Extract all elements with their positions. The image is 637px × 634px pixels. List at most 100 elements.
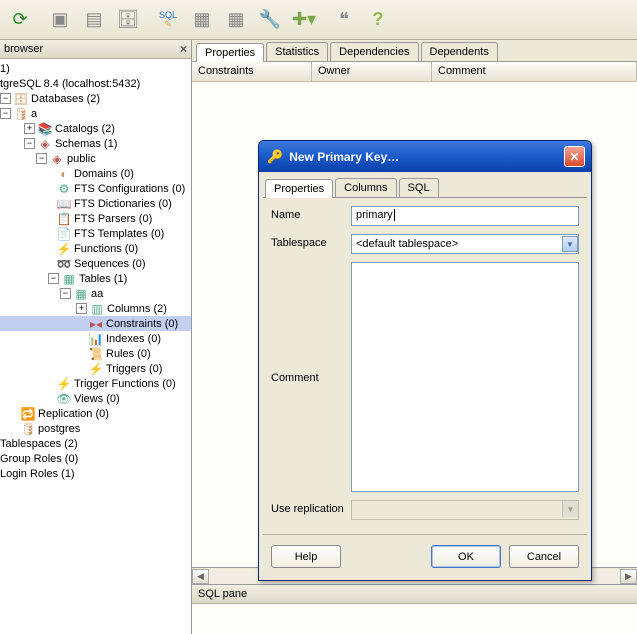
plugin-icon[interactable]: ✚▾ [288, 4, 320, 36]
group-roles-node[interactable]: Group Roles (0) [0, 453, 78, 465]
sequences-node[interactable]: Sequences (0) [74, 258, 146, 270]
tool-icon[interactable]: ▤ [78, 4, 110, 36]
table-aa-node[interactable]: aa [91, 288, 103, 300]
login-roles-node[interactable]: Login Roles (1) [0, 468, 75, 480]
db-a-node[interactable]: a [31, 108, 37, 120]
close-icon[interactable]: ✕ [564, 146, 585, 167]
help-icon[interactable]: ? [362, 4, 394, 36]
dialog-titlebar[interactable]: 🔑 New Primary Key… ✕ [259, 141, 591, 172]
col-comment[interactable]: Comment [432, 62, 637, 81]
catalogs-node[interactable]: Catalogs (2) [55, 123, 115, 135]
postgres-node[interactable]: postgres [38, 423, 80, 435]
schema-icon: ◈ [37, 136, 53, 152]
tab-dependencies[interactable]: Dependencies [330, 42, 418, 61]
tables-node[interactable]: Tables (1) [79, 273, 127, 285]
trigger-fn-node[interactable]: Trigger Functions (0) [74, 378, 176, 390]
rules-icon: 📜 [88, 346, 104, 362]
new-primary-key-dialog: 🔑 New Primary Key… ✕ Properties Columns … [258, 140, 592, 581]
expand-icon[interactable]: − [24, 138, 35, 149]
tree-cut: 1) [0, 63, 10, 75]
chevron-down-icon[interactable]: ▼ [562, 236, 578, 252]
scroll-left-icon[interactable]: ◀ [192, 569, 209, 584]
browser-header: browser × [0, 40, 191, 59]
tool-icon[interactable]: 🗄 [112, 4, 144, 36]
name-input[interactable]: primary [351, 206, 579, 226]
tablespace-value: <default tablespace> [356, 238, 458, 250]
grid2-icon[interactable]: ▦ [220, 4, 252, 36]
databases-node[interactable]: Databases (2) [31, 93, 100, 105]
domains-node[interactable]: Domains (0) [74, 168, 134, 180]
expand-icon[interactable]: − [60, 288, 71, 299]
db-icon: 🗄 [13, 91, 29, 107]
use-replication-select: ▼ [351, 500, 579, 520]
fts-templates-node[interactable]: FTS Templates (0) [74, 228, 164, 240]
dlg-tab-sql[interactable]: SQL [399, 178, 439, 197]
expand-icon[interactable]: − [36, 153, 47, 164]
grid-icon[interactable]: ▦ [186, 4, 218, 36]
public-node[interactable]: public [67, 153, 96, 165]
scroll-right-icon[interactable]: ▶ [620, 569, 637, 584]
dlg-tab-properties[interactable]: Properties [265, 179, 333, 198]
chevron-down-icon: ▼ [562, 501, 578, 517]
key-icon: 🔑 [267, 149, 283, 165]
triggers-icon: ⚡ [88, 361, 104, 377]
fts-icon: 📖 [56, 196, 72, 212]
views-node[interactable]: Views (0) [74, 393, 120, 405]
tablespace-select[interactable]: <default tablespace> ▼ [351, 234, 579, 254]
expand-icon[interactable]: − [0, 108, 11, 119]
expand-icon[interactable]: − [0, 93, 11, 104]
schema-icon: ◈ [49, 151, 65, 167]
expand-icon[interactable]: + [76, 303, 87, 314]
wrench-icon[interactable]: 🔧 [254, 4, 286, 36]
tablespaces-node[interactable]: Tablespaces (2) [0, 438, 78, 450]
expand-icon[interactable]: − [48, 273, 59, 284]
dialog-tabs: Properties Columns SQL [263, 176, 587, 198]
hint-icon[interactable]: ❝ [328, 4, 360, 36]
schemas-node[interactable]: Schemas (1) [55, 138, 117, 150]
col-constraints[interactable]: Constraints [192, 62, 312, 81]
name-label: Name [271, 206, 351, 221]
col-owner[interactable]: Owner [312, 62, 432, 81]
fts-icon: 📄 [56, 226, 72, 242]
rules-node[interactable]: Rules (0) [106, 348, 151, 360]
fts-icon: ⚙ [56, 181, 72, 197]
constraints-node[interactable]: Constraints (0) [106, 318, 178, 330]
fts-dict-node[interactable]: FTS Dictionaries (0) [74, 198, 172, 210]
domain-icon: ◐ [56, 166, 72, 182]
table-icon: ▦ [73, 286, 89, 302]
expand-icon[interactable]: + [24, 123, 35, 134]
tab-statistics[interactable]: Statistics [266, 42, 328, 61]
comment-textarea[interactable] [351, 262, 579, 492]
db-icon: 🛢 [20, 421, 36, 437]
indexes-node[interactable]: Indexes (0) [106, 333, 161, 345]
views-icon: 👁 [56, 391, 72, 407]
fn-icon: ⚡ [56, 241, 72, 257]
help-button[interactable]: Help [271, 545, 341, 568]
triggers-node[interactable]: Triggers (0) [106, 363, 162, 375]
table-icon: ▦ [61, 271, 77, 287]
ok-button[interactable]: OK [431, 545, 501, 568]
cancel-button[interactable]: Cancel [509, 545, 579, 568]
close-icon[interactable]: × [180, 42, 187, 56]
refresh-icon[interactable]: ⟳ [4, 4, 36, 36]
sql-icon[interactable]: SQL✎ [152, 4, 184, 36]
seq-icon: ➿ [56, 256, 72, 272]
dialog-title: New Primary Key… [289, 150, 399, 164]
grid-header: Constraints Owner Comment [192, 62, 637, 82]
browser-title: browser [4, 43, 43, 55]
indexes-icon: 📊 [88, 331, 104, 347]
tree[interactable]: 1) tgreSQL 8.4 (localhost:5432) −🗄Databa… [0, 59, 191, 483]
dlg-tab-columns[interactable]: Columns [335, 178, 396, 197]
fts-conf-node[interactable]: FTS Configurations (0) [74, 183, 185, 195]
fts-icon: 📋 [56, 211, 72, 227]
functions-node[interactable]: Functions (0) [74, 243, 138, 255]
replication-node[interactable]: Replication (0) [38, 408, 109, 420]
tool-icon[interactable]: ▣ [44, 4, 76, 36]
columns-node[interactable]: Columns (2) [107, 303, 167, 315]
server-label[interactable]: tgreSQL 8.4 (localhost:5432) [0, 78, 140, 90]
tab-dependents[interactable]: Dependents [421, 42, 498, 61]
db-icon: 🛢 [13, 106, 29, 122]
fts-parsers-node[interactable]: FTS Parsers (0) [74, 213, 152, 225]
fn-icon: ⚡ [56, 376, 72, 392]
tab-properties[interactable]: Properties [196, 43, 264, 62]
